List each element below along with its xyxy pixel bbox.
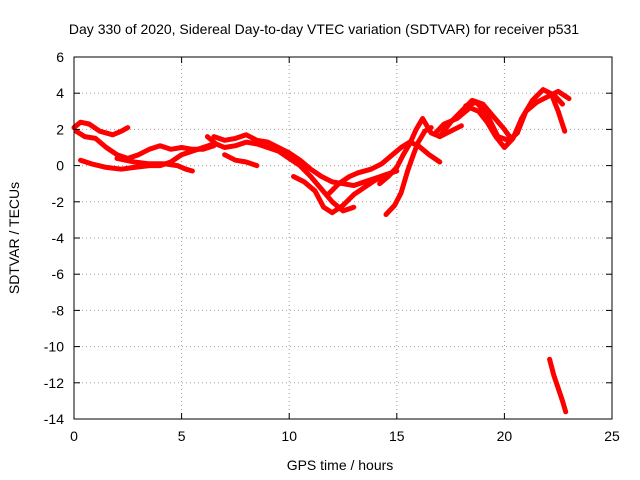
y-tick-label: 0 [56, 158, 64, 174]
y-tick-label: 4 [56, 85, 64, 101]
series-line-track-7 [222, 152, 260, 169]
series-line-track-12 [437, 88, 572, 141]
series-line-track-16 [547, 356, 569, 415]
x-axis-label: GPS time / hours [287, 457, 394, 473]
series-line-track-10 [383, 125, 434, 217]
y-tick-label: -6 [52, 266, 65, 282]
series-line-track-9 [325, 139, 443, 198]
plot-frame [73, 56, 613, 420]
series-line-track-15 [549, 92, 568, 134]
y-tick-label: 6 [56, 49, 64, 65]
series-line-track-13 [433, 87, 565, 150]
x-tick-label: 15 [389, 428, 405, 444]
x-tick-label: 10 [281, 428, 297, 444]
x-tick-label: 25 [604, 428, 620, 444]
series-line-track-5 [204, 134, 357, 214]
series-line-track-14 [463, 99, 520, 143]
grid-lines [74, 57, 612, 419]
y-axis-label: SDTVAR / TECUs [6, 182, 22, 294]
data-series [71, 87, 572, 415]
series-line-track-8 [291, 172, 389, 216]
series-line-track-2 [73, 128, 217, 161]
chart-title: Day 330 of 2020, Sidereal Day-to-day VTE… [69, 21, 579, 37]
y-tick-label: -12 [44, 375, 64, 391]
y-tick-label: -10 [44, 339, 64, 355]
y-tick-label: -4 [52, 230, 65, 246]
y-tick-label: -14 [44, 411, 64, 427]
series-line-track-1 [71, 119, 131, 138]
series-line-track-6 [211, 132, 400, 188]
y-tick-label: -2 [52, 194, 65, 210]
series-line-track-4 [114, 155, 195, 174]
y-tick-label: -8 [52, 302, 65, 318]
x-tick-label: 5 [178, 428, 186, 444]
axis-ticks: 0 5 10 15 20 25 -14 -12 -10 -8 -6 -4 -2 0 2 4 6 [44, 49, 620, 444]
x-tick-label: 20 [497, 428, 513, 444]
y-tick-label: 2 [56, 121, 64, 137]
x-tick-label: 0 [70, 428, 78, 444]
